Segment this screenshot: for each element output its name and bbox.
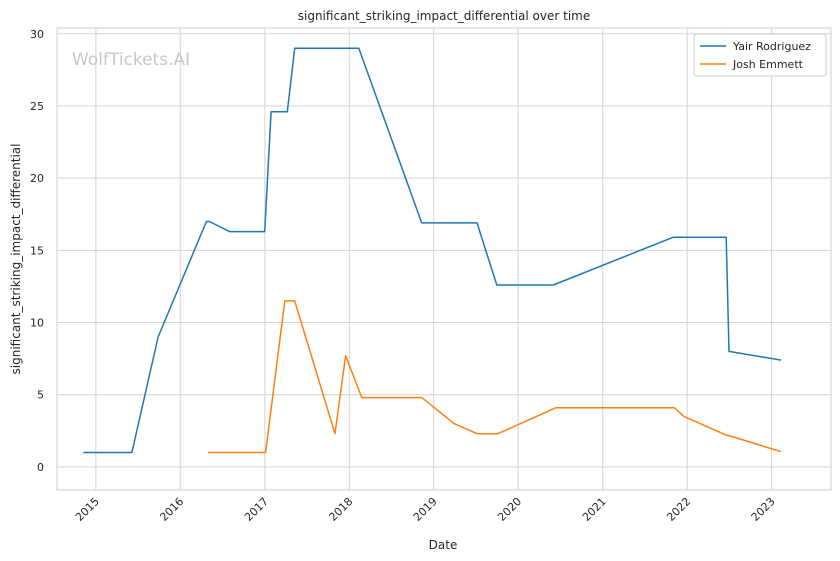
x-axis-title: Date bbox=[429, 538, 458, 552]
legend-label: Yair Rodriguez bbox=[732, 40, 811, 53]
y-tick-label: 10 bbox=[30, 317, 44, 330]
y-tick-label: 20 bbox=[30, 172, 44, 185]
y-tick-label: 0 bbox=[37, 461, 44, 474]
series-lines bbox=[83, 47, 782, 454]
chart-title: significant_striking_impact_differential… bbox=[298, 9, 590, 23]
y-gridlines bbox=[57, 33, 831, 468]
y-tick-label: 5 bbox=[37, 389, 44, 402]
y-axis-title: significant_striking_impact_differential bbox=[9, 144, 23, 375]
x-gridlines bbox=[95, 28, 773, 490]
y-tick-label: 25 bbox=[30, 100, 44, 113]
y-tick-label: 30 bbox=[30, 28, 44, 41]
legend-label: Josh Emmett bbox=[732, 58, 804, 71]
y-tick-label: 15 bbox=[30, 244, 44, 257]
plot-area-border bbox=[56, 27, 832, 491]
legend: Yair Rodriguez Josh Emmett bbox=[693, 33, 827, 77]
legend-box bbox=[693, 33, 827, 77]
y-tick-labels: 0 5 10 15 20 25 30 bbox=[30, 28, 44, 474]
series-line-1 bbox=[208, 300, 782, 454]
watermark: WolfTickets.AI bbox=[72, 50, 190, 70]
series-line-0 bbox=[83, 47, 782, 454]
